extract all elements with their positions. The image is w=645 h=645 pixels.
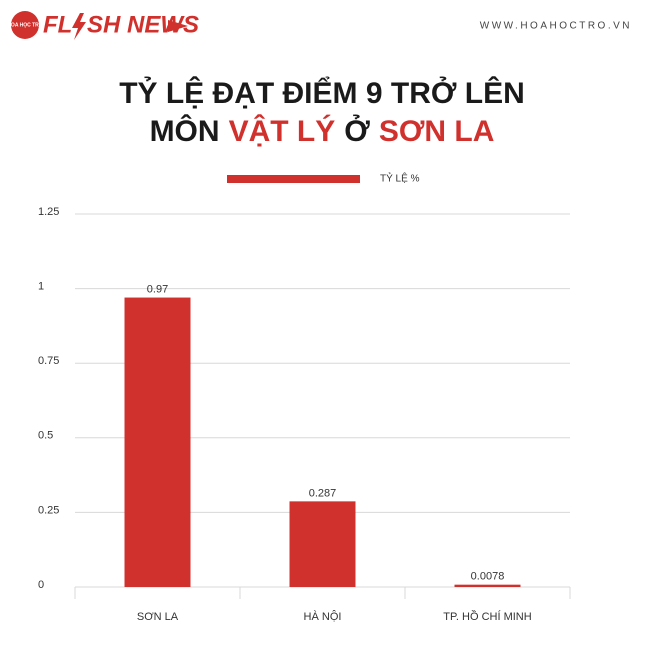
value-label: 0.287	[309, 487, 337, 499]
title-part: MÔN	[150, 114, 220, 148]
bar	[289, 501, 356, 587]
y-tick-label: 1.25	[38, 206, 59, 218]
y-tick-label: 0.25	[38, 504, 59, 516]
bar	[454, 584, 521, 587]
chart-title: MÔN VẬT LÝ Ở SƠN LA	[150, 114, 495, 148]
y-tick-label: 0	[38, 579, 44, 591]
x-tick-label: TP. HỒ CHÍ MINH	[443, 610, 531, 623]
value-label: 0.97	[147, 283, 168, 295]
title-part: Ở	[344, 114, 370, 148]
x-tick-label: HÀ NỘI	[304, 610, 342, 623]
value-label: 0.0078	[471, 571, 505, 583]
y-tick-label: 1	[38, 281, 44, 293]
y-tick-label: 0.75	[38, 355, 59, 367]
brand-bolt	[72, 13, 86, 40]
website: WWW.HOAHOCTRO.VN	[480, 21, 632, 32]
brand-arrow	[168, 20, 188, 32]
brand-text: FL	[43, 11, 72, 38]
legend-swatch	[227, 175, 360, 183]
chart-title: TỶ LỆ ĐẠT ĐIỂM 9 TRỞ LÊN	[119, 76, 525, 110]
logo-badge-text: HOA HỌC TRÒ	[7, 20, 42, 28]
bar	[124, 297, 191, 587]
title-part: SƠN LA	[379, 115, 495, 148]
x-tick-label: SƠN LA	[137, 611, 179, 623]
title-part: VẬT LÝ	[229, 114, 336, 148]
legend-label: TỶ LỆ %	[380, 172, 420, 185]
y-tick-label: 0.5	[38, 430, 53, 442]
logo-badge	[11, 11, 39, 39]
